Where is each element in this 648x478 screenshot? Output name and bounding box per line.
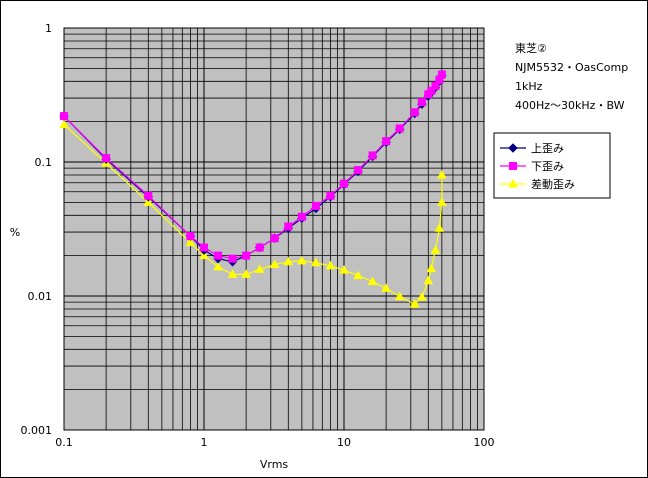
data-point-1 [102,154,111,163]
data-point-2 [199,250,209,260]
data-point-2 [436,169,447,179]
data-point-1 [368,151,377,160]
x-axis-label: Vrms [260,458,289,471]
data-point-1 [284,222,293,231]
x-tick-label: 0.1 [55,436,73,449]
y-tick-label: 0.01 [28,290,53,303]
note-line: 東芝② [515,42,547,55]
data-point-1 [60,112,68,121]
data-point-2 [381,283,392,292]
plot-border [63,27,485,431]
data-point-1 [214,251,223,260]
data-point-1 [410,108,419,117]
y-axis-label: % [10,226,20,239]
data-point-1 [382,137,391,146]
note-line: 1kHz [515,80,543,93]
legend-swatch-marker [508,143,518,153]
series-markers [59,70,447,308]
y-tick-label: 0.1 [35,156,53,169]
data-point-2 [367,276,378,286]
data-point-2 [227,269,238,278]
data-point-1 [395,124,404,133]
data-point-1 [144,191,153,200]
data-point-2 [241,269,252,278]
data-point-2 [409,299,420,308]
x-tick-label: 1 [201,436,208,449]
note-line: 400Hz〜30kHz・BW [515,99,625,112]
data-point-1 [417,98,426,107]
data-point-2 [59,119,69,129]
data-point-2 [430,245,441,254]
data-point-2 [296,255,307,265]
data-point-1 [340,179,348,188]
data-point-2 [434,223,445,232]
x-tick-label: 100 [474,436,495,449]
data-point-1 [427,86,436,95]
data-point-2 [436,197,447,206]
note-line: NJM5532・OasComp [515,61,628,74]
data-point-2 [254,264,265,273]
legend-label: 差動歪み [531,177,575,191]
legend-label: 上歪み [531,142,564,155]
data-point-1 [255,243,264,252]
x-tick-label: 10 [337,436,351,449]
data-point-2 [417,292,427,301]
data-point-1 [200,243,208,252]
data-point-2 [353,270,363,280]
data-point-1 [242,251,251,260]
y-tick-label: 0.001 [21,424,53,437]
data-point-2 [423,275,434,285]
plot-area [63,27,485,431]
data-point-2 [325,260,336,270]
grid-lines [63,27,485,431]
data-point-2 [394,291,405,301]
data-point-2 [283,256,294,266]
data-point-1 [326,191,335,200]
data-point-1 [270,234,279,243]
data-point-1 [186,232,195,241]
legend-swatch-marker [509,162,517,170]
data-point-2 [213,261,223,271]
data-point-2 [426,263,437,273]
data-point-1 [228,254,237,263]
data-point-2 [269,259,280,268]
data-point-2 [185,237,196,247]
data-point-1 [311,201,320,210]
legend-label: 下歪み [531,160,564,173]
data-point-2 [143,197,154,206]
tick-labels: 0.1 1 10 100 1 0.1 0.01 0.001 [21,22,495,449]
data-point-2 [339,265,349,274]
y-tick-label: 1 [45,22,52,35]
annotation-block: 東芝② NJM5532・OasComp 1kHz 400Hz〜30kHz・BW [515,42,628,112]
data-point-2 [311,257,321,267]
legend-swatch-marker [508,178,518,188]
data-point-1 [437,70,446,79]
data-point-1 [354,166,363,175]
data-point-1 [297,212,306,221]
